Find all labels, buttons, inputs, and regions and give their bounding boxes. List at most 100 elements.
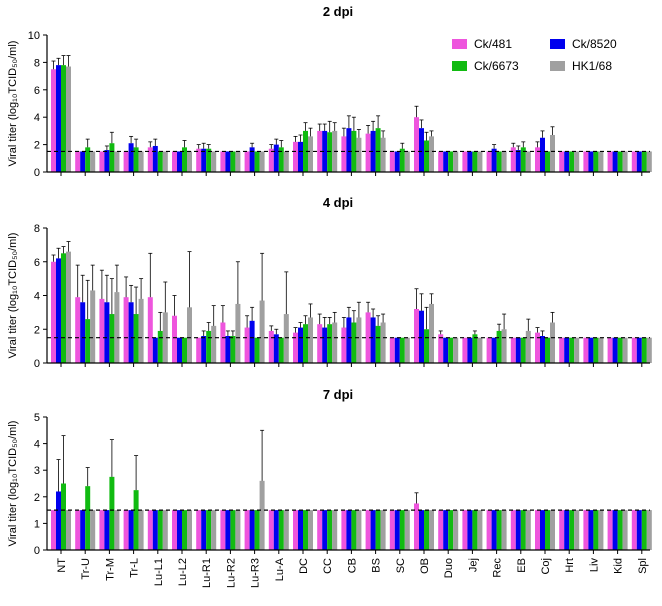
bar-ck-6673-tr-m (109, 476, 115, 550)
bar-ck-481-sc (389, 510, 395, 550)
bar-ck-8520-hrt (564, 337, 570, 363)
bar-ck-8520-lu-r3 (249, 147, 255, 172)
x-tick-label-lu-r1: Lu-R1 (201, 558, 213, 588)
bar-ck-6673-liv (593, 151, 599, 172)
bar-ck-481-lu-r3 (244, 151, 250, 172)
bar-hk1-68-duo (453, 510, 459, 550)
bar-hk1-68-cb (356, 137, 362, 172)
x-tick-label-hrt: Hrt (564, 558, 576, 573)
bar-ck-481-eb (510, 510, 516, 550)
bar-hk1-68-lu-l2 (187, 151, 192, 172)
bar-hk1-68-jej (477, 151, 483, 172)
bar-ck-8520-rec (491, 148, 497, 172)
bar-ck-8520-spl (636, 510, 642, 550)
bar-ck-8520-nt (56, 491, 61, 550)
bar-ck-481-kid (607, 151, 613, 172)
bar-ck-481-cb (341, 510, 347, 550)
bar-hk1-68-kid (622, 151, 628, 172)
bar-ck-481-ob (414, 309, 419, 363)
legend-swatch-ck8520 (550, 39, 565, 49)
bar-ck-6673-duo (448, 151, 454, 172)
bar-hk1-68-lu-r3 (259, 300, 265, 363)
legend-label-ck8520: Ck/8520 (572, 37, 617, 51)
bar-ck-481-nt (51, 261, 56, 363)
panel-title: 2 dpi (323, 4, 353, 19)
bar-hk1-68-lu-l2 (187, 510, 192, 550)
bar-ck-8520-duo (443, 337, 449, 363)
bar-ck-6673-dc (303, 510, 308, 550)
bar-ck-8520-tr-l (128, 302, 134, 363)
bar-ck-481-tr-u (75, 297, 81, 363)
bar-ck-481-hrt (559, 151, 565, 172)
bar-ck-8520-lu-l1 (152, 145, 158, 172)
bar-ck-8520-spl (636, 151, 642, 172)
bar-hk1-68-lu-r2 (235, 151, 241, 172)
bar-ck-8520-coj (540, 510, 545, 550)
bar-ck-6673-coj (545, 151, 550, 172)
x-tick-label-eb: EB (516, 558, 528, 573)
bar-ck-481-lu-l2 (172, 151, 177, 172)
bar-ck-8520-tr-m (104, 510, 110, 550)
y-tick-label: 6 (34, 85, 40, 97)
bar-ck-6673-duo (448, 510, 454, 550)
bar-ck-6673-rec (496, 151, 502, 172)
bar-ck-8520-lu-l2 (177, 510, 182, 550)
bar-ck-481-eb (510, 337, 516, 363)
bar-ck-8520-lu-r1 (201, 148, 207, 172)
bar-ck-6673-lu-r1 (206, 148, 212, 172)
bar-ck-6673-cb (351, 130, 357, 172)
bar-ck-8520-lu-r1 (201, 510, 207, 550)
bar-ck-481-lu-a (268, 148, 274, 172)
bar-hk1-68-liv (598, 337, 604, 363)
bar-ck-481-lu-r2 (220, 151, 226, 172)
bar-ck-8520-lu-a (273, 144, 279, 172)
bar-ck-8520-sc (394, 510, 400, 550)
bar-ck-6673-lu-r2 (230, 336, 236, 363)
bar-hk1-68-lu-l1 (162, 510, 168, 550)
bar-ck-6673-tr-m (109, 314, 115, 363)
bar-hk1-68-tr-u (90, 510, 96, 550)
bar-hk1-68-coj (550, 135, 555, 172)
bar-ck-481-rec (486, 337, 492, 363)
bar-hk1-68-lu-r3 (259, 480, 265, 550)
bar-ck-481-tr-l (123, 510, 129, 550)
bar-ck-481-lu-r2 (220, 510, 226, 550)
bar-ck-8520-nt (56, 258, 61, 363)
bar-ck-481-dc (293, 141, 298, 172)
panel-7dpi: 7 dpi Viral titer (log₁₀TCID₅₀/ml) 0 1 2 3 4 5… (7, 387, 652, 588)
y-tick-label: 2 (34, 140, 40, 152)
bar-ck-6673-coj (545, 337, 550, 363)
bar-ck-481-tr-l (123, 297, 129, 363)
bar-ck-6673-bs (375, 325, 381, 363)
legend-label-ck481: Ck/481 (474, 37, 512, 51)
bar-ck-6673-nt (61, 65, 66, 172)
bar-ck-6673-hrt (569, 151, 575, 172)
bar-hk1-68-dc (308, 317, 313, 363)
bar-ck-481-bs (365, 312, 371, 363)
bar-ck-481-duo (438, 151, 444, 172)
bar-ck-8520-cb (346, 317, 352, 363)
bar-ck-6673-liv (593, 337, 599, 363)
bar-ck-6673-tr-u (85, 319, 91, 363)
bar-ck-6673-eb (520, 510, 526, 550)
bar-hk1-68-hrt (574, 337, 580, 363)
panel-2dpi: 2 dpi Viral titer (log₁₀TCID₅₀/ml) 0 2 4 6 8 1… (7, 4, 652, 179)
bar-ck-8520-sc (394, 337, 400, 363)
bar-ck-481-ob (414, 503, 419, 550)
bar-ck-8520-cb (346, 510, 352, 550)
x-tick-label-tr-u: Tr-U (80, 558, 92, 580)
bar-ck-8520-lu-r3 (249, 320, 255, 363)
bar-ck-6673-ob (424, 140, 429, 172)
bar-hk1-68-tr-m (114, 510, 120, 550)
bar-ck-6673-lu-l1 (157, 151, 163, 172)
bar-ck-6673-eb (520, 147, 526, 172)
bar-hk1-68-tr-m (114, 292, 120, 363)
bar-ck-6673-liv (593, 510, 599, 550)
bar-hk1-68-sc (404, 151, 410, 172)
bar-ck-6673-sc (399, 510, 405, 550)
legend-label-ck6673: Ck/6673 (474, 59, 519, 73)
bar-ck-481-lu-a (268, 510, 274, 550)
bar-ck-481-liv (583, 151, 589, 172)
